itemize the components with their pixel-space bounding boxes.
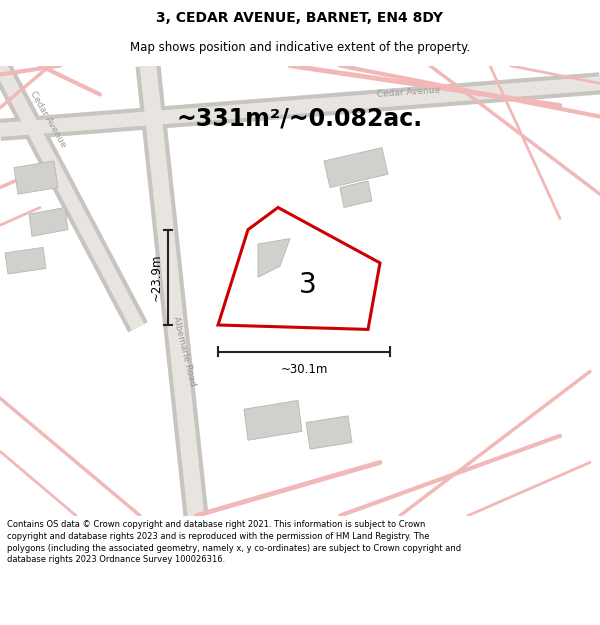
Polygon shape xyxy=(306,416,352,449)
Polygon shape xyxy=(5,248,46,274)
Text: 3: 3 xyxy=(299,271,317,299)
Polygon shape xyxy=(14,161,58,194)
Text: ~30.1m: ~30.1m xyxy=(280,363,328,376)
Text: Map shows position and indicative extent of the property.: Map shows position and indicative extent… xyxy=(130,41,470,54)
Polygon shape xyxy=(340,181,372,208)
Text: Albemarle Road: Albemarle Road xyxy=(171,316,197,388)
Text: Cedar Avenue: Cedar Avenue xyxy=(28,89,68,149)
Polygon shape xyxy=(29,208,68,236)
Polygon shape xyxy=(244,401,302,440)
Text: 3, CEDAR AVENUE, BARNET, EN4 8DY: 3, CEDAR AVENUE, BARNET, EN4 8DY xyxy=(157,11,443,26)
Polygon shape xyxy=(324,148,388,188)
Polygon shape xyxy=(258,239,290,278)
Text: ~23.9m: ~23.9m xyxy=(149,254,163,301)
Text: Contains OS data © Crown copyright and database right 2021. This information is : Contains OS data © Crown copyright and d… xyxy=(7,520,461,564)
Text: Cedar Avenue: Cedar Avenue xyxy=(376,86,440,99)
Text: ~331m²/~0.082ac.: ~331m²/~0.082ac. xyxy=(177,107,423,131)
